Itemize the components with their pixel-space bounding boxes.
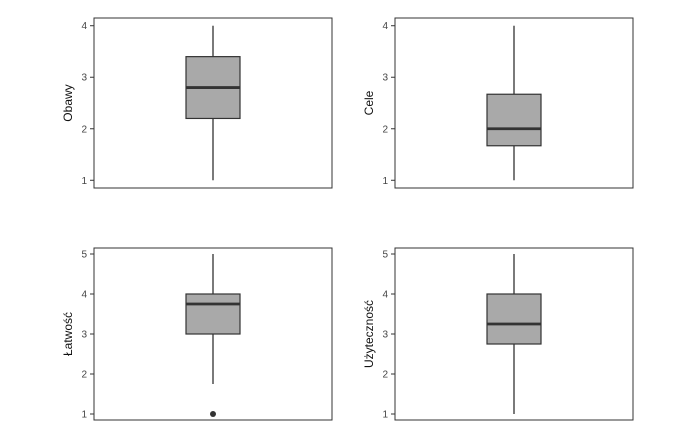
y-axis-label: Obawy bbox=[61, 84, 75, 121]
y-tick-label: 5 bbox=[382, 250, 388, 261]
outlier-point bbox=[210, 411, 216, 417]
y-tick-label: 4 bbox=[81, 21, 87, 32]
y-tick-label: 5 bbox=[81, 250, 87, 261]
y-tick-label: 2 bbox=[382, 124, 388, 135]
iqr-box bbox=[486, 293, 542, 345]
y-tick-label: 4 bbox=[382, 21, 388, 32]
y-tick-label: 3 bbox=[382, 330, 388, 341]
y-axis-label: Łatwość bbox=[61, 312, 75, 356]
y-axis-label: Użyteczność bbox=[362, 300, 376, 368]
y-tick-label: 2 bbox=[81, 124, 87, 135]
y-tick-label: 3 bbox=[81, 73, 87, 84]
y-tick-label: 3 bbox=[382, 73, 388, 84]
y-tick-label: 1 bbox=[382, 410, 388, 421]
y-tick-label: 4 bbox=[382, 290, 388, 301]
iqr-box bbox=[185, 293, 241, 335]
y-axis-label: Cele bbox=[362, 90, 376, 115]
y-tick-label: 2 bbox=[382, 370, 388, 381]
iqr-box bbox=[486, 93, 542, 147]
y-tick-label: 1 bbox=[81, 176, 87, 187]
y-tick-label: 3 bbox=[81, 330, 87, 341]
y-tick-label: 1 bbox=[382, 176, 388, 187]
y-tick-label: 1 bbox=[81, 410, 87, 421]
y-tick-label: 2 bbox=[81, 370, 87, 381]
y-tick-label: 4 bbox=[81, 290, 87, 301]
